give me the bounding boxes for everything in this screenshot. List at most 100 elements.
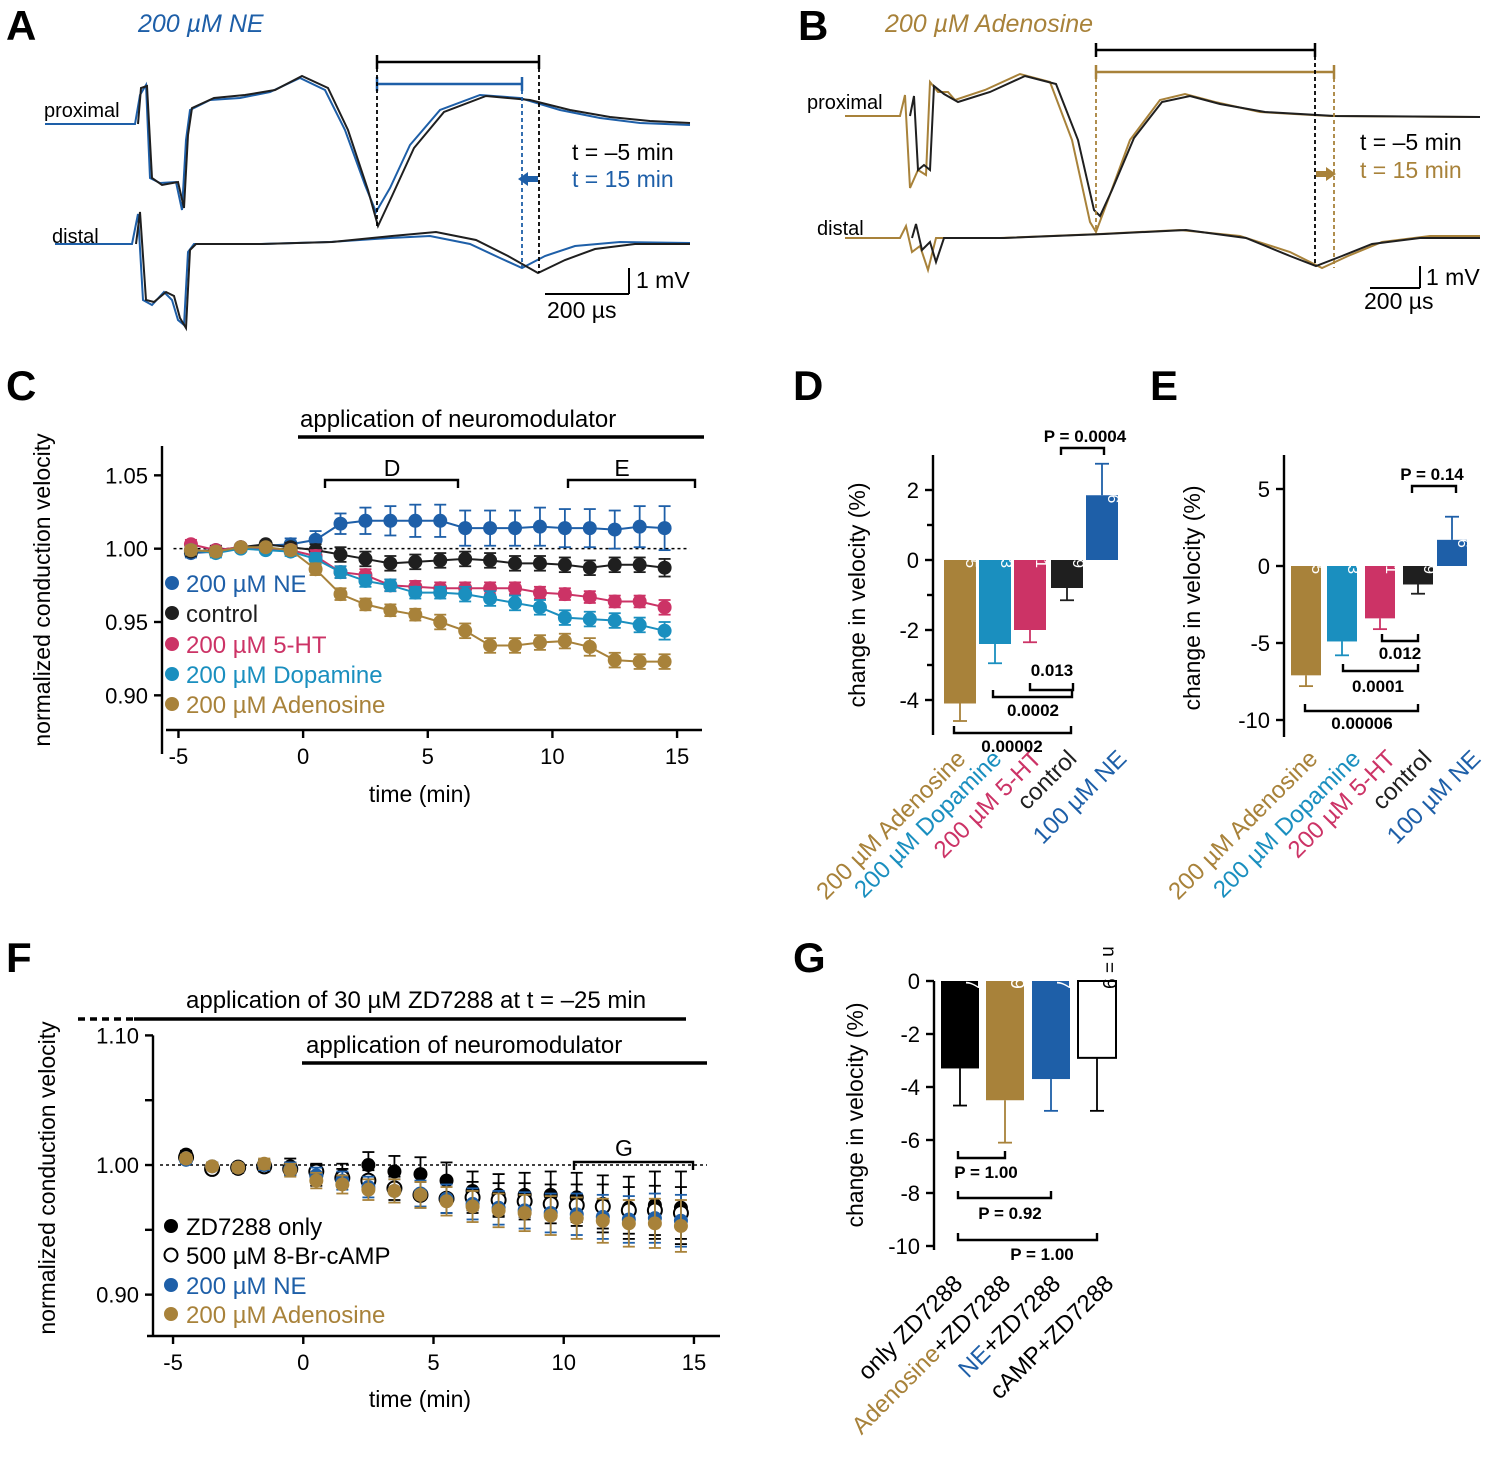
data-point <box>208 544 223 559</box>
panel-c-legend: 200 µM NE control 200 µM 5-HT 200 µM Dop… <box>165 571 385 719</box>
data-point <box>621 1216 636 1231</box>
data-point <box>358 551 373 566</box>
panel-label-a: A <box>6 2 36 49</box>
bar-n-label: n = 13 <box>1344 529 1361 574</box>
data-point <box>557 634 572 649</box>
series-4 <box>183 540 672 670</box>
data-point <box>607 653 622 668</box>
data-point <box>333 587 348 602</box>
data-point <box>508 556 523 571</box>
data-point <box>557 587 572 602</box>
panel-a-time-before: t = –5 min <box>572 139 674 165</box>
data-point <box>557 557 572 572</box>
panel-c-plot: 0.90 0.95 1.00 1.05 -5 0 5 10 15 <box>105 446 702 769</box>
data-point <box>361 1158 376 1173</box>
data-point <box>517 1205 532 1220</box>
panel-b-annotations <box>1094 43 1421 289</box>
x-tick-label: 5 <box>422 744 434 769</box>
x-tick-label: -5 <box>163 1350 183 1375</box>
panel-b-time-before: t = –5 min <box>1360 129 1462 155</box>
y-tick-label: 5 <box>1258 477 1270 502</box>
panel-b-title: 200 µM Adenosine <box>884 10 1093 38</box>
data-point <box>657 654 672 669</box>
panel-f-legend: ZD7288 only 500 µM 8-Br-cAMP 200 µM NE 2… <box>163 1214 391 1329</box>
legend-label-control: control <box>186 601 258 628</box>
data-point <box>508 638 523 653</box>
legend-label-camp: 500 µM 8-Br-cAMP <box>186 1243 391 1270</box>
panel-e-p-dopamine-control: 0.0001 <box>1352 677 1404 696</box>
legend-marker-5ht <box>165 637 179 651</box>
y-tick-label: 1.00 <box>96 1153 139 1178</box>
data-point <box>657 560 672 575</box>
data-point <box>257 1156 272 1171</box>
panel-a-annotations <box>375 55 630 295</box>
y-tick-label: 0 <box>907 548 919 573</box>
data-point <box>632 617 647 632</box>
data-point <box>358 573 373 588</box>
data-point <box>458 623 473 638</box>
panel-d-significance <box>952 446 1106 735</box>
legend-label-f-adenosine: 200 µM Adenosine <box>186 1302 385 1329</box>
data-point <box>283 1163 298 1178</box>
data-point <box>607 613 622 628</box>
x-tick-label: 5 <box>427 1350 439 1375</box>
data-point <box>532 600 547 615</box>
data-point <box>358 513 373 528</box>
panel-d-p-dopamine-control: 0.0002 <box>1007 701 1059 720</box>
bar-3 <box>1051 560 1083 588</box>
panel-g-p-adenosine: P = 1.00 <box>954 1163 1018 1182</box>
series-3 <box>183 541 672 641</box>
panel-c-x-axis-label: time (min) <box>369 781 471 807</box>
y-tick-label: -6 <box>900 1128 920 1153</box>
panel-c-y-axis-label: normalized conduction velocity <box>29 433 55 747</box>
panel-b-distal-label: distal <box>817 218 864 240</box>
data-point <box>358 597 373 612</box>
panel-label-g: G <box>793 934 826 981</box>
panel-e-p-adenosine-control: 0.00006 <box>1331 714 1392 733</box>
panel-f-window-g-label: G <box>615 1135 633 1161</box>
data-point <box>582 521 597 536</box>
data-point <box>483 638 498 653</box>
data-point <box>532 585 547 600</box>
legend-label-dopamine: 200 µM Dopamine <box>186 662 383 689</box>
bar-1 <box>986 981 1024 1101</box>
y-tick-label: 1.10 <box>96 1023 139 1048</box>
bar-4 <box>1086 495 1118 560</box>
panel-b-distal-trace-before <box>911 223 1480 268</box>
bar-2 <box>1032 981 1070 1080</box>
y-tick-label: -5 <box>1250 631 1270 656</box>
y-tick-label: 0.90 <box>96 1283 139 1308</box>
data-point <box>543 1208 558 1223</box>
data-point <box>607 522 622 537</box>
bar-1 <box>979 560 1011 644</box>
bar-n-label: 19 <box>1420 556 1437 574</box>
legend-label-adenosine: 200 µM Adenosine <box>186 692 385 719</box>
bar-n-label: n = 13 <box>997 523 1014 568</box>
data-point <box>483 521 498 536</box>
legend-marker-camp <box>163 1247 179 1263</box>
data-point <box>413 1167 428 1182</box>
panel-label-f: F <box>6 934 32 981</box>
bar-4 <box>1437 539 1467 566</box>
panel-d-y-axis-label: change in velocity (%) <box>844 483 870 708</box>
y-tick-label: 1.05 <box>105 463 148 488</box>
x-tick-label: 10 <box>540 744 564 769</box>
data-point <box>483 553 498 568</box>
data-point <box>408 513 423 528</box>
legend-label-ne: 200 µM NE <box>186 571 307 598</box>
bar-n-label: 6 <box>1454 539 1471 548</box>
data-point <box>532 635 547 650</box>
panel-d-p-ne-control: P = 0.0004 <box>1044 427 1127 446</box>
panel-c-window-d-label: D <box>384 455 401 481</box>
y-tick-label: -4 <box>899 688 919 713</box>
panel-a-distal-label: distal <box>52 226 99 248</box>
data-point <box>458 551 473 566</box>
bar-2 <box>1365 566 1395 619</box>
data-point <box>465 1199 480 1214</box>
data-point <box>657 623 672 638</box>
y-tick-label: -10 <box>1238 708 1270 733</box>
data-point <box>582 590 597 605</box>
legend-marker-dopamine <box>165 667 179 681</box>
